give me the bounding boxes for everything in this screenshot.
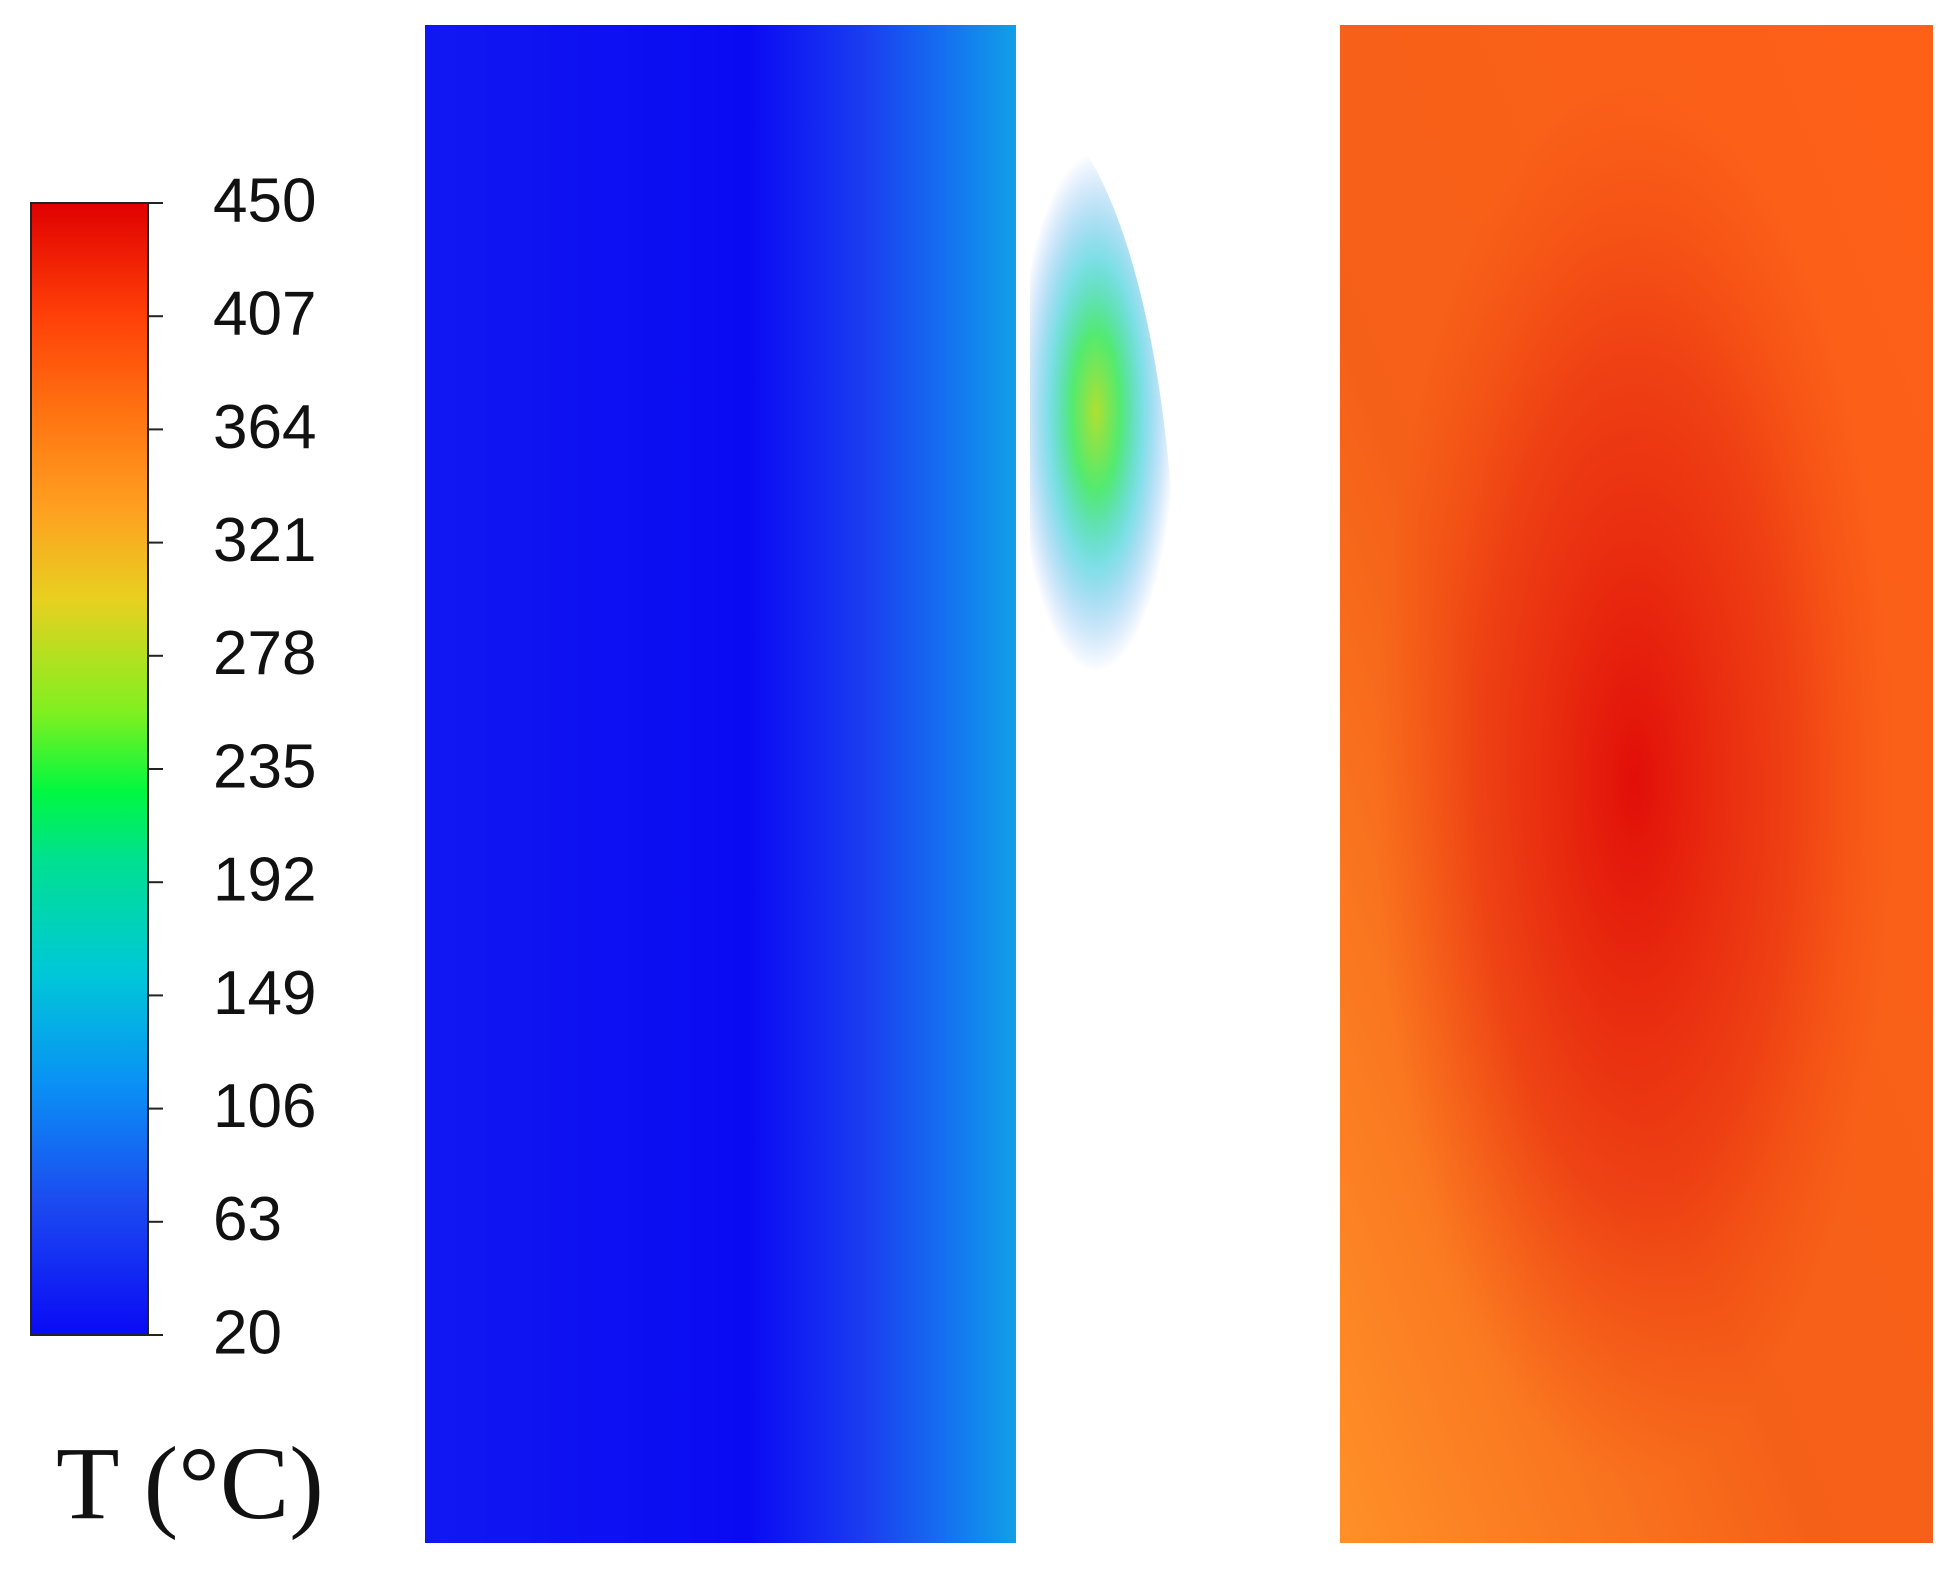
panel-edge [1016,25,1030,1543]
tick-label: 450 [213,166,316,235]
field-hotspot [1375,80,1895,1480]
tick-label: 364 [213,393,316,462]
tick-label: 235 [213,732,316,801]
tick-label: 149 [213,959,316,1028]
tick-label: 407 [213,280,316,349]
colorbar [30,202,149,1336]
tick-label: 20 [213,1298,282,1367]
tick-label: 106 [213,1072,316,1141]
tick-label: 278 [213,619,316,688]
tick-label: 321 [213,506,316,575]
tick-label: 63 [213,1185,282,1254]
tick-label: 192 [213,846,316,915]
colorbar-label: T (°C) [56,1426,324,1541]
